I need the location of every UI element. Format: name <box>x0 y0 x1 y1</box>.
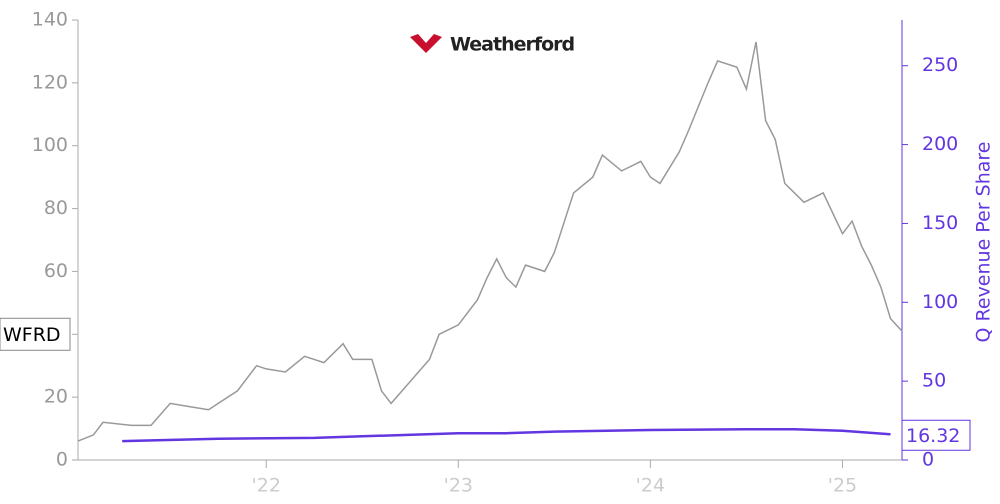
y2-tick-label: 150 <box>922 212 958 234</box>
line-series <box>77 41 903 442</box>
y2-tick-label: 100 <box>922 291 958 313</box>
y2-tick-label: 50 <box>922 370 946 392</box>
y2-tick-label: 250 <box>922 54 958 76</box>
x-tick-label: '23 <box>444 475 473 497</box>
y-tick-label: 100 <box>32 134 68 156</box>
x-tick-label: '25 <box>828 475 857 497</box>
y-tick-label: 80 <box>44 197 68 219</box>
ticker-box <box>0 317 71 351</box>
line-series <box>122 427 891 443</box>
value-label: 16.32 <box>906 425 960 447</box>
y-tick-label: 0 <box>56 449 68 471</box>
y-tick-label: 140 <box>32 9 68 31</box>
y2-tick-label: 200 <box>922 133 958 155</box>
value-label-box <box>901 419 971 451</box>
logo-icon <box>410 34 442 53</box>
y-tick-label: 20 <box>44 386 68 408</box>
y-tick-label: 60 <box>44 260 68 282</box>
y2-tick-label: 0 <box>922 449 934 471</box>
logo: Weatherford <box>410 34 575 56</box>
x-tick-label: '22 <box>252 475 281 497</box>
y-tick-label: 120 <box>32 71 68 93</box>
x-tick-label: '24 <box>636 475 665 497</box>
ticker-label: WFRD <box>3 324 61 346</box>
y2-axis-label: Q Revenue Per Share <box>973 142 995 343</box>
logo-text: Weatherford <box>450 34 574 56</box>
